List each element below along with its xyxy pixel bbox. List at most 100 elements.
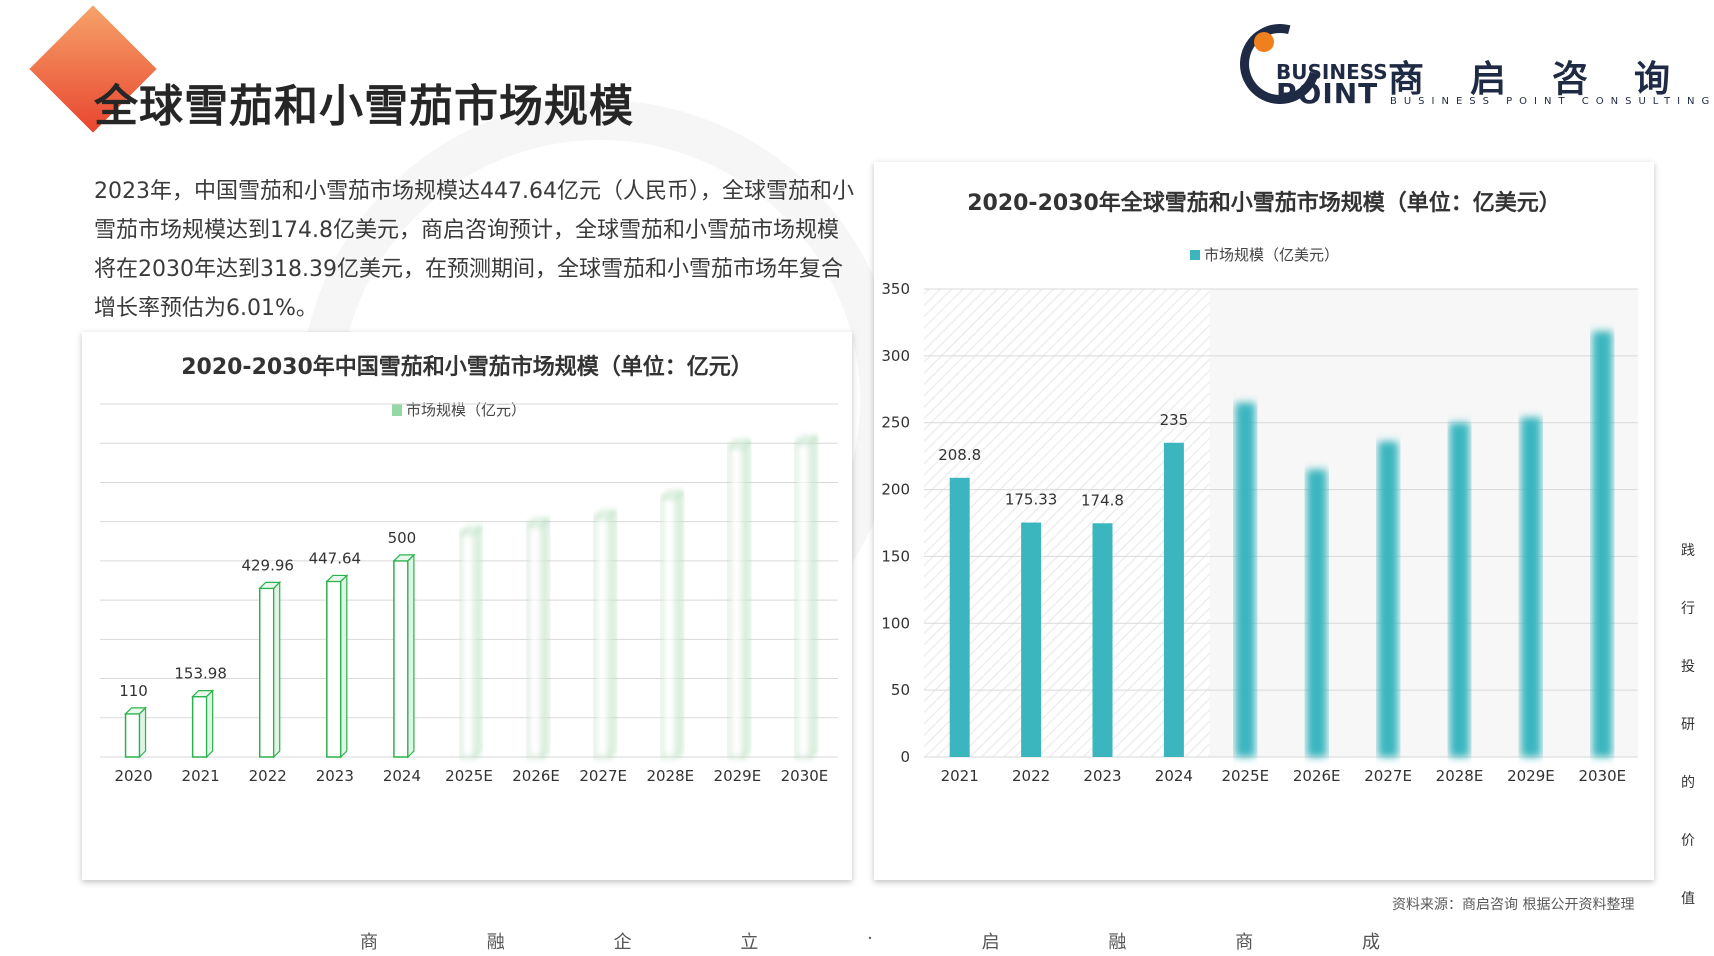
x-tick-label: 2023 (316, 767, 354, 785)
slogan-char: 商 (360, 932, 378, 953)
bar (1592, 331, 1613, 757)
bar-side (742, 439, 750, 759)
logo-dot-icon (1254, 32, 1274, 52)
bar-group (459, 525, 483, 759)
y-tick-label: 50 (891, 681, 910, 699)
bar (661, 497, 678, 758)
x-tick-label: 2027E (1364, 767, 1412, 785)
legend-swatch (1190, 250, 1200, 260)
x-tick-label: 2023 (1083, 767, 1121, 785)
data-label: 175.33 (1005, 491, 1058, 509)
global-market-chart-card: 2020-2030年全球雪茄和小雪茄市场规模（单位：亿美元） 市场规模（亿美元） 0… (874, 162, 1654, 880)
data-label: 208.8 (938, 446, 981, 464)
bar-side (608, 510, 616, 759)
x-tick-label: 2025E (1221, 767, 1269, 785)
x-tick-label: 2025E (445, 767, 493, 785)
bar (124, 713, 141, 758)
y-tick-label: 0 (900, 748, 910, 766)
bar-group (526, 518, 550, 759)
y-tick-label: 150 (881, 547, 910, 565)
slogan-char: 立 (740, 932, 759, 953)
bar (1235, 402, 1256, 757)
intro-paragraph: 2023年，中国雪茄和小雪茄市场规模达447.64亿元（人民币），全球雪茄和小雪… (94, 179, 854, 321)
bar-group (593, 510, 617, 759)
logo-english-name: BUSINESS POINT CONSULTING (1390, 96, 1714, 107)
side-text-char: 研 (1681, 717, 1695, 733)
side-text-char: 价 (1681, 833, 1695, 849)
bar (1449, 422, 1470, 757)
data-label: 235 (1160, 411, 1189, 429)
slogan-char: 商 (1235, 932, 1254, 953)
china-market-chart-card: 2020-2030年中国雪茄和小雪茄市场规模（单位：亿元） 市场规模（亿元） 110… (82, 332, 852, 880)
bar-group (124, 706, 147, 759)
chart-title: 2020-2030年中国雪茄和小雪茄市场规模（单位：亿元） (181, 354, 753, 380)
x-tick-label: 2020 (114, 767, 152, 785)
bar-side (273, 580, 281, 759)
x-tick-label: 2030E (1578, 767, 1626, 785)
footer-slogan: 商 融 企 立 · 启 融 商 成 (360, 928, 1380, 954)
bar-side (206, 689, 214, 759)
slogan-char: 成 (1361, 932, 1380, 953)
forecast-area-background (1209, 289, 1638, 757)
page-title: 全球雪茄和小雪茄市场规模 (94, 81, 634, 132)
y-tick-label: 300 (881, 347, 910, 365)
bar-group (258, 580, 282, 759)
x-tick-label: 2028E (1436, 767, 1484, 785)
bar (460, 532, 476, 758)
bar-group (795, 435, 818, 759)
data-label: 429.96 (241, 556, 294, 574)
legend-label: 市场规模（亿美元） (1204, 246, 1339, 264)
logo-business-text: BUSINESS (1276, 60, 1388, 84)
bar (1163, 442, 1184, 757)
slogan-char: 企 (613, 932, 632, 953)
x-tick-label: 2021 (182, 767, 220, 785)
side-text-char: 行 (1681, 601, 1695, 617)
data-label: 174.8 (1081, 491, 1124, 509)
legend-label: 市场规模（亿元） (406, 401, 526, 419)
slogan-char: 融 (1108, 932, 1127, 953)
bar (326, 580, 342, 758)
bar (594, 516, 610, 758)
y-tick-label: 250 (881, 414, 910, 432)
bar-side (809, 435, 818, 759)
side-text-char: 践 (1681, 543, 1695, 559)
side-text-char: 投 (1681, 659, 1695, 675)
data-label: 153.98 (174, 665, 227, 683)
x-tick-label: 2022 (1012, 767, 1050, 785)
business-point-logo: BUSINESS POINT 商启咨询 BUSINESS POINT CONSU… (1225, 9, 1709, 119)
bar-group (727, 439, 751, 759)
bar (393, 560, 409, 758)
logo-point-text: POINT (1276, 77, 1379, 110)
bar-group (191, 689, 215, 759)
china-market-chart: 2020-2030年中国雪茄和小雪茄市场规模（单位：亿元） 市场规模（亿元） 110… (100, 354, 838, 785)
bar (949, 477, 970, 757)
bar (1520, 417, 1541, 757)
logo-chinese-name: 商启咨询 (1388, 59, 1714, 100)
slogan-char: 启 (981, 932, 1000, 953)
global-market-chart: 2020-2030年全球雪茄和小雪茄市场规模（单位：亿美元） 市场规模（亿美元） 0… (881, 190, 1638, 785)
bar-group (392, 553, 416, 759)
side-text-char: 的 (1681, 775, 1695, 791)
bar-group (325, 573, 349, 759)
bar (1092, 523, 1113, 757)
legend-swatch (392, 404, 402, 416)
data-source-note: 资料来源：商启咨询 根据公开资料整理 (1392, 897, 1635, 913)
bar (191, 695, 208, 758)
x-tick-label: 2024 (383, 767, 421, 785)
bar-side (407, 553, 415, 759)
bar (1378, 441, 1399, 757)
x-tick-label: 2030E (781, 767, 829, 785)
chart-title: 2020-2030年全球雪茄和小雪茄市场规模（单位：亿美元） (967, 190, 1561, 216)
slogan-char: 融 (486, 932, 505, 953)
x-tick-label: 2022 (249, 767, 287, 785)
x-tick-label: 2028E (646, 767, 694, 785)
bar-side (340, 573, 348, 759)
historical-area-background (924, 289, 1210, 757)
side-vertical-text: 践行投研的价值 (1678, 540, 1698, 908)
x-tick-label: 2027E (579, 767, 627, 785)
y-tick-label: 100 (881, 614, 910, 632)
bar-group (660, 490, 684, 759)
x-tick-label: 2026E (1293, 767, 1341, 785)
bar (1021, 522, 1042, 757)
x-tick-label: 2021 (941, 767, 979, 785)
